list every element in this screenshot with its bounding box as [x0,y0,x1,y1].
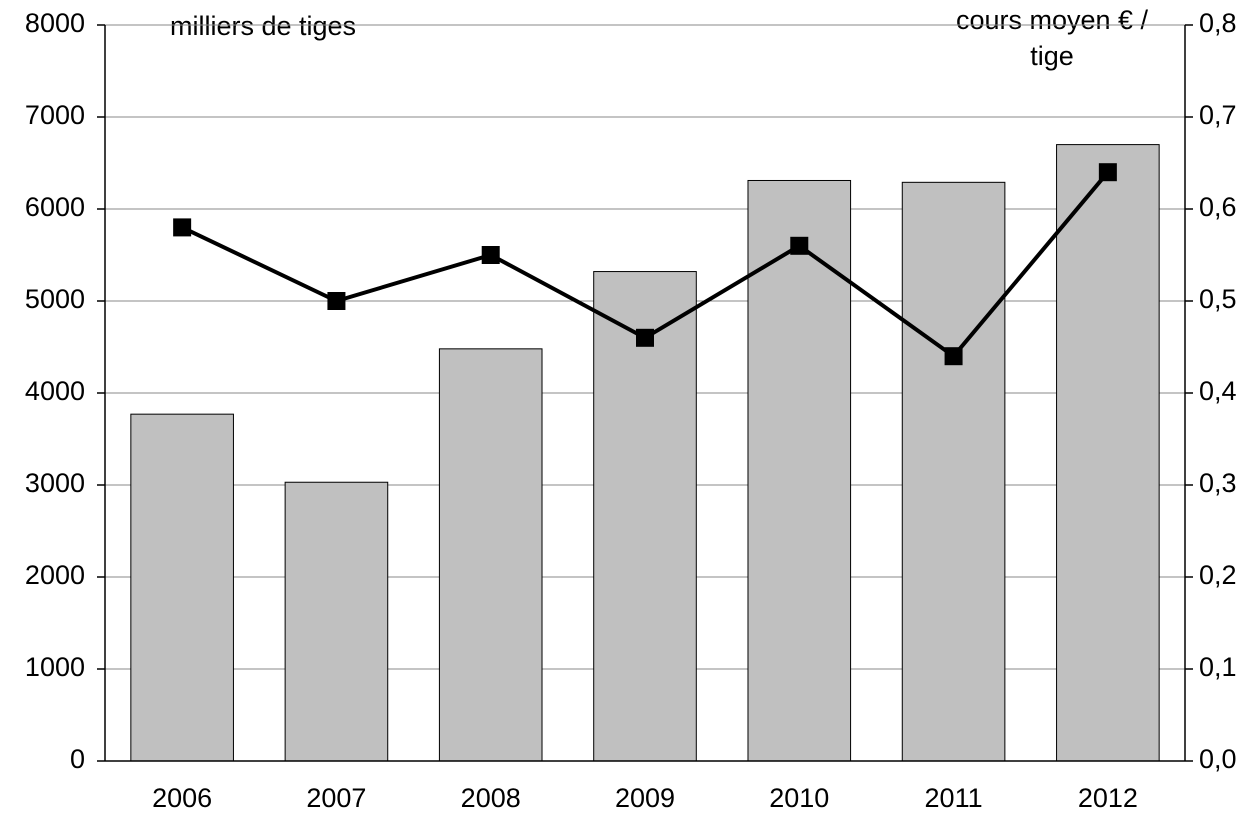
y2-tick-label: 0,8 [1199,8,1237,38]
y2-tick-label: 0,2 [1199,560,1237,590]
y2-tick-label: 0,4 [1199,376,1237,406]
x-tick-label: 2011 [925,783,983,813]
bar [901,181,1006,762]
y-tick-label: 7000 [25,100,85,130]
marker [790,236,809,255]
bar [747,179,852,762]
x-tick-label: 2012 [1078,783,1138,813]
y-tick-label: 2000 [25,560,85,590]
y-axis-label: milliers de tiges [170,11,356,41]
x-tick-label: 2007 [306,783,366,813]
y-tick-label: 4000 [25,376,85,406]
x-tick-label: 2010 [769,783,829,813]
y2-tick-label: 0,5 [1199,284,1237,314]
y2-tick-label: 0,7 [1199,100,1237,130]
y2-tick-label: 0,0 [1199,744,1237,774]
y2-axis-label: cours moyen € / [956,5,1149,35]
y2-tick-label: 0,1 [1199,652,1237,682]
x-tick-label: 2006 [152,783,212,813]
x-tick-label: 2009 [615,783,675,813]
y-tick-label: 3000 [25,468,85,498]
y2-axis-label: tige [1030,41,1074,71]
y2-tick-label: 0,6 [1199,192,1237,222]
bar [438,348,543,762]
marker [944,347,963,366]
marker [481,246,500,264]
y-tick-label: 5000 [25,284,85,314]
bar [593,271,697,762]
marker [1098,163,1117,182]
marker [327,292,346,310]
bar [130,413,234,762]
y-tick-label: 0 [70,744,85,774]
y-tick-label: 1000 [25,652,85,682]
marker [173,218,192,237]
bar [284,481,389,762]
y-tick-label: 8000 [25,8,85,38]
bar [1056,144,1160,762]
x-tick-label: 2008 [461,783,521,813]
y-tick-label: 6000 [25,192,85,222]
marker [636,328,654,347]
y2-tick-label: 0,3 [1199,468,1237,498]
